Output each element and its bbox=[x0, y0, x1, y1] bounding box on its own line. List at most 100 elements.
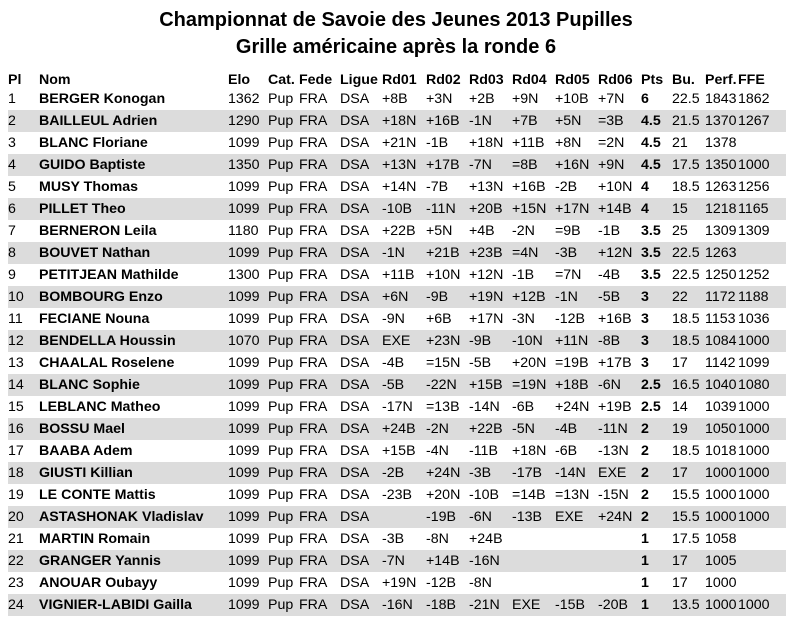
table-row: 18 GIUSTI Killian 1099 Pup FRA DSA -2B +24N -3B -… bbox=[8, 462, 786, 484]
buchholz-cell: 25 bbox=[672, 223, 688, 239]
category-cell: Pup bbox=[268, 154, 299, 176]
table-row: 16 BOSSU Mael 1099 Pup FRA DSA +24B -2N +22B -5N -… bbox=[8, 418, 786, 440]
ffe-cell: 1000 bbox=[738, 418, 786, 440]
points-cell: 4.5 bbox=[641, 110, 672, 132]
round3-cell: -3B bbox=[469, 462, 512, 484]
table-row: 24 VIGNIER-LABIDI Gailla 1099 Pup FRA DSA -16N… bbox=[8, 594, 786, 616]
federation-cell: FRA bbox=[299, 198, 340, 220]
points-cell: 1 bbox=[641, 575, 649, 591]
category-cell: Pup bbox=[268, 550, 299, 572]
round2-cell: +24N bbox=[426, 462, 469, 484]
round6-cell: -6N bbox=[598, 374, 641, 396]
rank-cell: 8 bbox=[8, 242, 39, 264]
round2-cell: -7B bbox=[426, 179, 449, 195]
round3-cell: +15B bbox=[469, 374, 512, 396]
round5-cell: -12B bbox=[555, 311, 585, 327]
round1-cell: -16N bbox=[382, 594, 426, 616]
round3-cell: -8N bbox=[469, 575, 492, 591]
name-cell: BLANC Floriane bbox=[39, 135, 148, 151]
federation-cell: FRA bbox=[299, 374, 340, 396]
elo-cell: 1099 bbox=[228, 311, 260, 327]
league-cell: DSA bbox=[340, 91, 370, 107]
federation-cell: FRA bbox=[299, 330, 340, 352]
category-cell: Pup bbox=[268, 242, 299, 264]
table-row: 5 MUSY Thomas 1099 Pup FRA DSA +14N -7B +13N +16B… bbox=[8, 176, 786, 198]
round6-cell: +7N bbox=[598, 91, 625, 107]
round6-cell: =2N bbox=[598, 135, 625, 151]
name-cell: GRANGER Yannis bbox=[39, 550, 228, 572]
table-row: 4 GUIDO Baptiste 1350 Pup FRA DSA +13N +17B -7N =… bbox=[8, 154, 786, 176]
category-cell: Pup bbox=[268, 443, 294, 459]
round1-cell: +18N bbox=[382, 110, 426, 132]
league-cell: DSA bbox=[340, 223, 370, 239]
name-cell: BOMBOURG Enzo bbox=[39, 286, 228, 308]
round5-cell: -14N bbox=[555, 462, 598, 484]
round2-cell: -1B bbox=[426, 135, 449, 151]
round6-cell bbox=[598, 550, 641, 572]
round4-cell: -2N bbox=[512, 223, 535, 239]
league-cell: DSA bbox=[340, 311, 370, 327]
name-cell: BAABA Adem bbox=[39, 443, 133, 459]
performance-cell: 1000 bbox=[705, 462, 738, 484]
federation-cell: FRA bbox=[299, 550, 340, 572]
round6-cell: -4B bbox=[598, 267, 621, 283]
round5-cell bbox=[555, 550, 598, 572]
elo-cell: 1099 bbox=[228, 374, 268, 396]
federation-cell: FRA bbox=[299, 135, 328, 151]
rank-cell: 18 bbox=[8, 462, 39, 484]
table-row: 9 PETITJEAN Mathilde 1300 Pup FRA DSA +11B +10N… bbox=[8, 264, 786, 286]
round2-cell: +20N bbox=[426, 487, 461, 503]
points-cell: 3.5 bbox=[641, 267, 661, 283]
ffe-cell: 1000 bbox=[738, 487, 770, 503]
table-row: 21 MARTIN Romain 1099 Pup FRA DSA -3B -8N +24B 1 1… bbox=[8, 528, 786, 550]
table-row: 15 LEBLANC Matheo 1099 Pup FRA DSA -17N =13B -14… bbox=[8, 396, 786, 418]
rank-cell: 13 bbox=[8, 355, 24, 371]
round4-cell: +12B bbox=[512, 286, 555, 308]
elo-cell: 1099 bbox=[228, 355, 260, 371]
round4-cell: =14B bbox=[512, 487, 546, 503]
column-header-rd06: Rd06 bbox=[598, 72, 633, 88]
column-header-rd02: Rd02 bbox=[426, 72, 461, 88]
round4-cell: +9N bbox=[512, 91, 539, 107]
round3-cell: -14N bbox=[469, 399, 500, 415]
round3-cell: -9B bbox=[469, 330, 512, 352]
round2-cell: -9B bbox=[426, 286, 469, 308]
round4-cell: =4N bbox=[512, 242, 555, 264]
category-cell: Pup bbox=[268, 575, 294, 591]
ffe-cell: 1862 bbox=[738, 91, 770, 107]
round6-cell: +10N bbox=[598, 179, 633, 195]
performance-cell: 1370 bbox=[705, 110, 738, 132]
round1-cell: +24B bbox=[382, 418, 426, 440]
round2-cell: -22N bbox=[426, 374, 469, 396]
round5-cell: +10B bbox=[555, 91, 589, 107]
performance-cell: 1153 bbox=[705, 311, 736, 327]
column-header-perf: Perf. bbox=[705, 72, 737, 88]
round3-cell: +23B bbox=[469, 242, 512, 264]
round4-cell: =19N bbox=[512, 374, 555, 396]
round3-cell: +13N bbox=[469, 179, 504, 195]
round1-cell: -4B bbox=[382, 355, 405, 371]
federation-cell: FRA bbox=[299, 575, 328, 591]
category-cell: Pup bbox=[268, 531, 294, 547]
performance-cell: 1350 bbox=[705, 154, 738, 176]
category-cell: Pup bbox=[268, 135, 294, 151]
name-cell: MARTIN Romain bbox=[39, 531, 151, 547]
league-cell: DSA bbox=[340, 506, 382, 528]
round6-cell: -15N bbox=[598, 487, 629, 503]
round2-cell: =13B bbox=[426, 399, 460, 415]
page-title: Championnat de Savoie des Jeunes 2013 Pu… bbox=[159, 9, 633, 31]
league-cell: DSA bbox=[340, 135, 370, 151]
rank-cell: 5 bbox=[8, 179, 16, 195]
table-row: 7 BERNERON Leila 1180 Pup FRA DSA +22B +5N +4B -2… bbox=[8, 220, 786, 242]
points-cell: 2 bbox=[641, 462, 672, 484]
elo-cell: 1099 bbox=[228, 179, 260, 195]
league-cell: DSA bbox=[340, 355, 370, 371]
round1-cell: +6N bbox=[382, 286, 426, 308]
round4-cell: +15N bbox=[512, 198, 555, 220]
federation-cell: FRA bbox=[299, 462, 340, 484]
rank-cell: 21 bbox=[8, 531, 24, 547]
elo-cell: 1099 bbox=[228, 198, 268, 220]
round6-cell bbox=[598, 572, 641, 594]
name-cell: BOUVET Nathan bbox=[39, 242, 228, 264]
round3-cell: +20B bbox=[469, 198, 512, 220]
